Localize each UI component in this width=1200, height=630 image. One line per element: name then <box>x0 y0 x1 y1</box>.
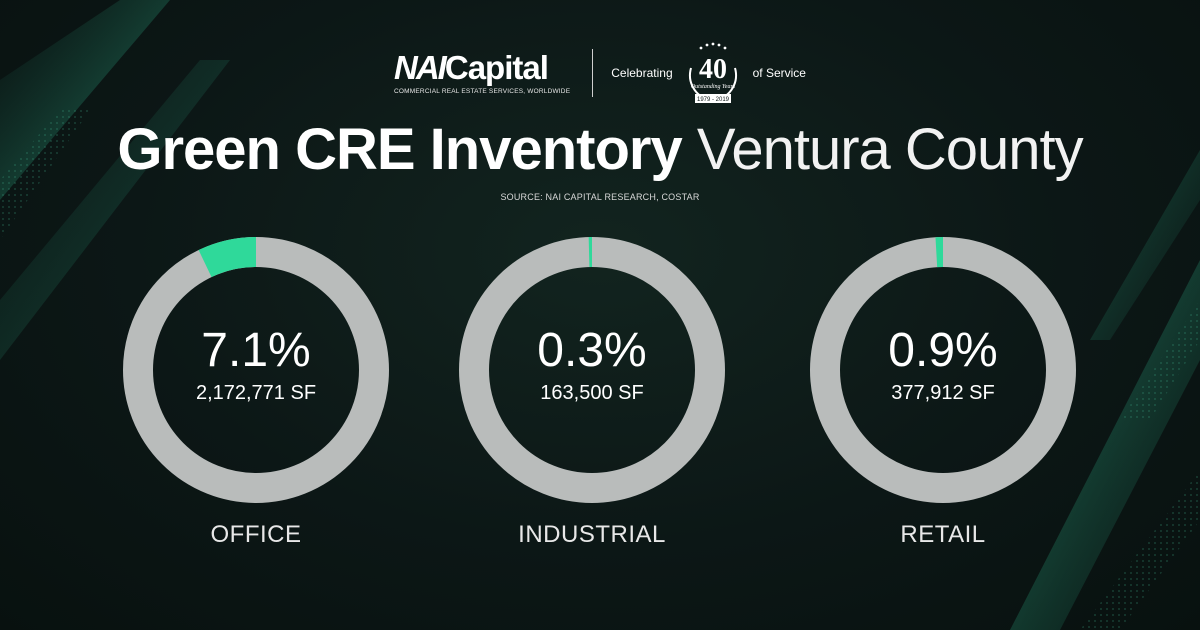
badge-script-text: Outstanding Years <box>690 84 735 90</box>
industrial-center-label: 0.3% 163,500 SF <box>442 325 742 405</box>
of-service-text: of Service <box>752 66 806 80</box>
logo-capital-text: Capital <box>444 49 549 86</box>
header: NAICapital COMMERCIAL REAL ESTATE SERVIC… <box>0 38 1200 108</box>
nai-capital-logo: NAICapital COMMERCIAL REAL ESTATE SERVIC… <box>394 49 571 96</box>
retail-percent: 0.9% <box>888 324 998 377</box>
source-note: SOURCE: NAI CAPITAL RESEARCH, COSTAR <box>500 192 700 202</box>
header-divider <box>592 49 594 97</box>
title-bold: Green CRE Inventory <box>117 117 682 182</box>
industrial-category-label: INDUSTRIAL <box>518 521 666 548</box>
industrial-square-feet: 163,500 SF <box>540 382 644 404</box>
office-percent: 7.1% <box>201 324 311 377</box>
office-category-label: OFFICE <box>210 521 302 548</box>
office-slice <box>198 237 257 278</box>
industrial-percent: 0.3% <box>537 324 647 377</box>
badge-date-range: 1979 - 2019 <box>697 97 730 103</box>
retail-square-feet: 377,912 SF <box>891 382 995 404</box>
office-square-feet: 2,172,771 SF <box>195 382 317 404</box>
office-center-label: 7.1% 2,172,771 SF <box>106 325 406 405</box>
logo-tagline: COMMERCIAL REAL ESTATE SERVICES, WORLDWI… <box>394 88 571 95</box>
retail-center-label: 0.9% 377,912 SF <box>793 325 1093 405</box>
title-light: Ventura County <box>696 117 1084 182</box>
page-title: Green CRE Inventory Ventura County <box>0 115 1200 185</box>
anniversary-block: Celebrating 40 Outstanding Years 1979 - … <box>611 38 806 108</box>
badge-years-number: 40 <box>699 54 727 85</box>
celebrating-text: Celebrating <box>611 66 673 80</box>
logo-nai-text: NAI <box>394 49 447 86</box>
retail-category-label: RETAIL <box>900 521 986 548</box>
anniversary-badge-icon: 40 Outstanding Years 1979 - 2019 <box>688 42 737 103</box>
